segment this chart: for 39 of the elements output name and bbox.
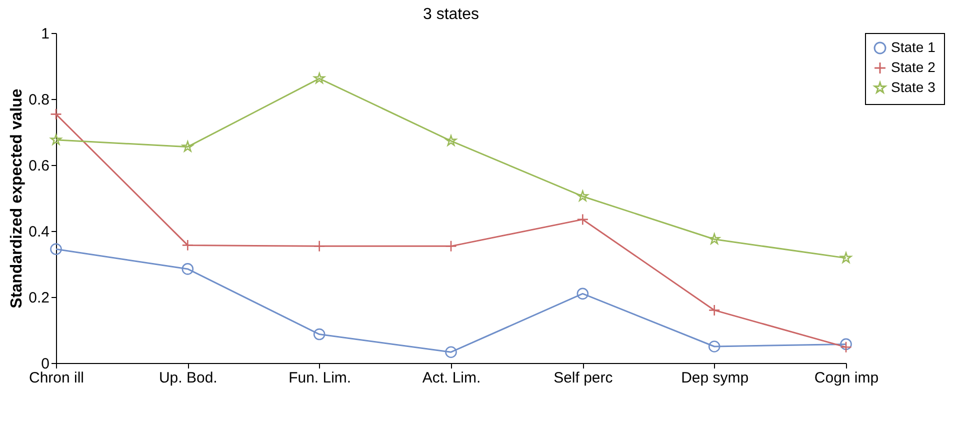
point (50, 108, 62, 120)
point (182, 140, 194, 152)
point (840, 338, 852, 350)
point (445, 240, 457, 252)
point (708, 340, 720, 352)
point (576, 214, 589, 226)
point (50, 243, 62, 256)
x-tick-label: Dep symp (681, 370, 749, 386)
x-tick-label: Self perc (554, 370, 614, 386)
y-axis-title: Standardized expected value (8, 88, 26, 308)
point (576, 288, 589, 300)
point (182, 263, 194, 275)
point (313, 328, 326, 340)
point (182, 239, 194, 252)
point (314, 72, 325, 84)
legend-label: State 3 (891, 79, 936, 95)
point (577, 190, 588, 202)
point (313, 240, 326, 252)
x-tick-label: Cogn imp (814, 370, 879, 386)
point (708, 304, 720, 316)
legend-label: State 2 (891, 59, 936, 75)
point (445, 346, 457, 358)
x-tick-label: Up. Bod. (158, 370, 218, 386)
point (840, 341, 852, 354)
y-tick-label: 0.6 (28, 158, 50, 174)
point (840, 252, 852, 263)
y-tick-label: 0.8 (28, 92, 50, 108)
y-tick-label: 0 (41, 356, 50, 372)
x-tick-label: Act. Lim. (422, 370, 481, 386)
y-tick-label: 0.2 (28, 290, 50, 306)
y-tick-label: 0.4 (28, 224, 50, 240)
x-tick-label: Fun. Lim. (288, 370, 352, 386)
point (708, 233, 720, 244)
y-tick-label: 1 (41, 26, 50, 42)
x-tick-label: Chron ill (28, 370, 84, 386)
chart-title: 3 states (422, 6, 480, 23)
point (445, 135, 457, 146)
legend-label: State 1 (891, 39, 936, 55)
point (50, 134, 62, 145)
